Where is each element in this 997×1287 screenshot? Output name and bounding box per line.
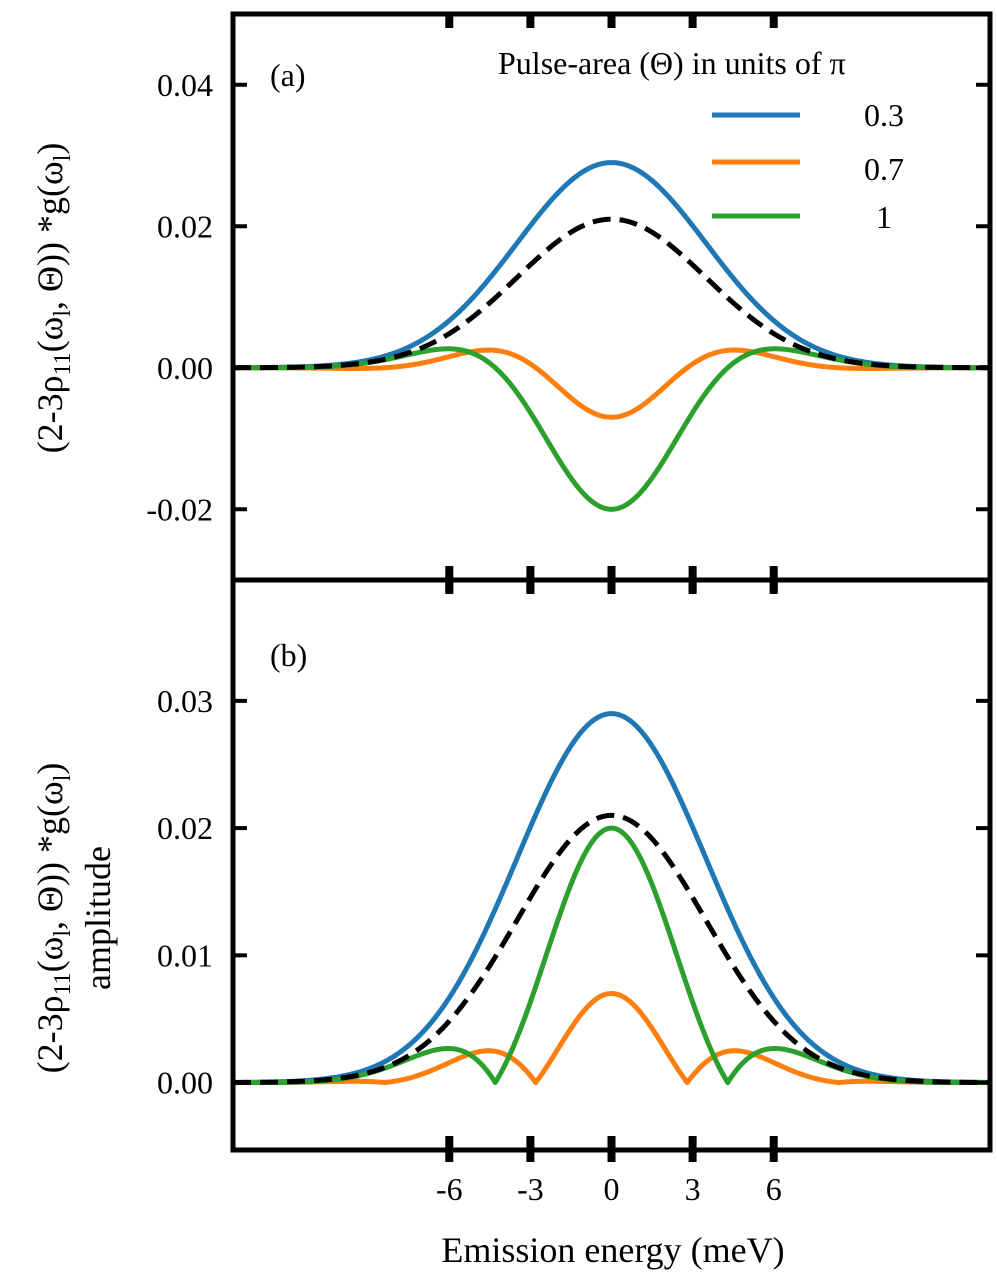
panel-b-axes: 0.00 0.01 0.02 0.03 -6 -3 0 3 6 (157, 577, 993, 1207)
panel-b-ylabel-line2: amplitude (78, 846, 118, 990)
panel-a-ylabel-part-0: (2-3ρ (30, 375, 70, 453)
panel-b-ylabel-part-4: , Θ)) *g(ω (30, 781, 70, 930)
panel-b-series-0 (231, 711, 992, 1085)
panel-a-series-2 (231, 346, 992, 512)
x-tick-label: -6 (436, 1171, 463, 1207)
legend-label-2: 1 (876, 199, 892, 235)
panel-a-series-0 (231, 160, 992, 371)
y-tick-label: 0.03 (157, 683, 213, 719)
svg-text:(2-3ρ11(ωl, Θ)) *g(ωl): (2-3ρ11(ωl, Θ)) *g(ωl) (30, 763, 76, 1074)
panel-a-series-3-dashed (231, 216, 992, 371)
y-tick-label: 0.00 (157, 350, 213, 386)
x-tick-label: 6 (766, 1171, 782, 1207)
panel-a-curves (231, 160, 992, 512)
panel-b-ylabel-part-0: (2-3ρ (30, 995, 70, 1073)
panel-b-ylabel-part-6: ) (30, 763, 70, 775)
x-axis-title: Emission energy (meV) (441, 1230, 784, 1270)
panel-b-series-1 (231, 991, 992, 1086)
panel-b-ylabel-part-3: l (50, 930, 76, 937)
x-tick-label: -3 (517, 1171, 544, 1207)
x-tick-label: 3 (685, 1171, 701, 1207)
panel-b-curves (231, 711, 992, 1086)
panel-a-ylabel-part-4: , Θ)) *g(ω (30, 161, 70, 310)
panel-a-ylabel-part-3: l (50, 310, 76, 317)
legend-label-1: 0.7 (864, 151, 904, 187)
y-tick-label: 0.01 (157, 937, 213, 973)
panel-b-frame (230, 577, 993, 1153)
panel-b-series-2 (231, 825, 992, 1086)
panel-a-ylabel-part-1: 11 (50, 352, 76, 375)
panel-a-ylabel-part-6: ) (30, 143, 70, 155)
panel-a: -0.02 0.00 0.02 0.04 (a) Pulse-area (Θ) in … (30, 11, 993, 592)
panel-a-ylabel: (2-3ρ11(ωl, Θ)) *g(ωl) (30, 143, 76, 454)
panel-a-ylabel-part-5: l (50, 154, 76, 161)
panel-b-ylabel: (2-3ρ11(ωl, Θ)) *g(ωl) amplitude (30, 763, 118, 1074)
legend-label-0: 0.3 (864, 97, 904, 133)
panel-b-ylabel-part-1: 11 (50, 972, 76, 995)
panel-b-label: (b) (270, 637, 307, 673)
legend-title: Pulse-area (Θ) in units of π (498, 45, 846, 81)
y-tick-label: 0.02 (157, 208, 213, 244)
panel-a-series-1 (231, 347, 992, 420)
panel-a-ylabel-part-2: (ω (30, 317, 70, 353)
y-tick-label: 0.04 (157, 67, 213, 103)
panel-b-ylabel-part-5: l (50, 774, 76, 781)
y-tick-label: 0.02 (157, 810, 213, 846)
svg-text:(2-3ρ11(ωl, Θ)) *g(ωl): (2-3ρ11(ωl, Θ)) *g(ωl) (30, 143, 76, 454)
y-tick-label: 0.00 (157, 1065, 213, 1101)
legend: Pulse-area (Θ) in units of π 0.3 0.7 1 (498, 45, 904, 235)
x-tick-label: 0 (604, 1171, 620, 1207)
panel-b-ylabel-part-2: (ω (30, 937, 70, 973)
y-tick-label: -0.02 (146, 491, 213, 527)
panel-a-label: (a) (270, 57, 306, 93)
panel-b-series-3-dashed (231, 812, 992, 1085)
panel-b: 0.000.010.020.03-6 -3 0 3 6 (b) (2-3ρ11(ωl, … (30, 577, 993, 1270)
